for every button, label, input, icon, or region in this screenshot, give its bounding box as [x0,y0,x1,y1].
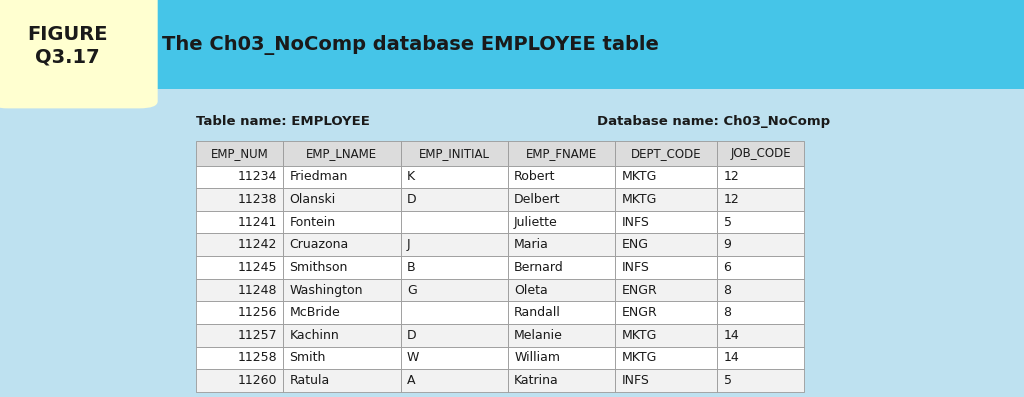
Text: Bernard: Bernard [514,261,564,274]
Text: Smithson: Smithson [290,261,348,274]
Text: A: A [407,374,416,387]
Text: Robert: Robert [514,170,556,183]
Text: 8: 8 [724,306,731,319]
Text: EMP_NUM: EMP_NUM [211,147,268,160]
Text: EMP_INITIAL: EMP_INITIAL [419,147,489,160]
Text: FIGURE
Q3.17: FIGURE Q3.17 [28,25,108,66]
Text: 11245: 11245 [238,261,278,274]
Text: B: B [407,261,416,274]
Text: INFS: INFS [622,374,649,387]
Text: EMP_LNAME: EMP_LNAME [306,147,378,160]
Text: D: D [407,329,417,342]
Text: 11258: 11258 [238,351,278,364]
Text: ENGR: ENGR [622,283,657,297]
Text: INFS: INFS [622,261,649,274]
Text: 11241: 11241 [238,216,278,229]
Text: MKTG: MKTG [622,329,656,342]
Text: 11248: 11248 [238,283,278,297]
Text: ENGR: ENGR [622,306,657,319]
Text: Fontein: Fontein [290,216,336,229]
Text: Table name: EMPLOYEE: Table name: EMPLOYEE [196,115,370,127]
Text: Ratula: Ratula [290,374,330,387]
Text: Smith: Smith [290,351,326,364]
Text: 11260: 11260 [238,374,278,387]
Text: Katrina: Katrina [514,374,559,387]
Text: DEPT_CODE: DEPT_CODE [631,147,701,160]
Text: McBride: McBride [290,306,340,319]
Text: INFS: INFS [622,216,649,229]
Text: K: K [407,170,415,183]
Text: MKTG: MKTG [622,193,656,206]
Text: Maria: Maria [514,238,549,251]
Text: EMP_FNAME: EMP_FNAME [526,147,597,160]
Text: G: G [407,283,417,297]
Text: ENG: ENG [622,238,648,251]
Text: W: W [407,351,419,364]
Text: 11256: 11256 [238,306,278,319]
Text: Randall: Randall [514,306,561,319]
Text: 5: 5 [724,216,731,229]
Text: William: William [514,351,560,364]
Text: 11242: 11242 [238,238,278,251]
Text: Cruazona: Cruazona [290,238,348,251]
Text: MKTG: MKTG [622,170,656,183]
Text: Melanie: Melanie [514,329,563,342]
Text: 14: 14 [724,351,739,364]
Text: 9: 9 [724,238,731,251]
Text: 12: 12 [724,170,739,183]
Text: 8: 8 [724,283,731,297]
Text: 11234: 11234 [238,170,278,183]
Text: The Ch03_NoComp database EMPLOYEE table: The Ch03_NoComp database EMPLOYEE table [162,35,658,55]
Text: 6: 6 [724,261,731,274]
Text: Kachinn: Kachinn [290,329,339,342]
Text: J: J [407,238,411,251]
Text: Olanski: Olanski [290,193,336,206]
Text: Juliette: Juliette [514,216,558,229]
Text: 11257: 11257 [238,329,278,342]
Text: Delbert: Delbert [514,193,560,206]
Text: 14: 14 [724,329,739,342]
Text: MKTG: MKTG [622,351,656,364]
Text: 5: 5 [724,374,731,387]
Text: Database name: Ch03_NoComp: Database name: Ch03_NoComp [597,115,830,127]
Text: Washington: Washington [290,283,362,297]
Text: JOB_CODE: JOB_CODE [731,147,792,160]
Text: 11238: 11238 [238,193,278,206]
Text: Oleta: Oleta [514,283,548,297]
Text: Friedman: Friedman [290,170,348,183]
Text: 12: 12 [724,193,739,206]
Text: D: D [407,193,417,206]
